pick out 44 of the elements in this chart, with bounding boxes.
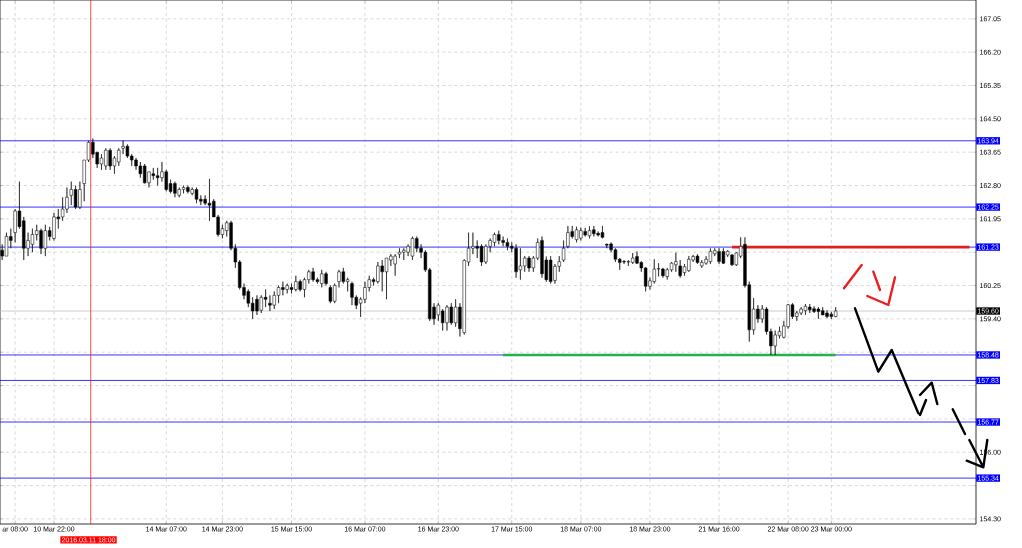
candlestick xyxy=(30,228,35,253)
candlestick xyxy=(410,236,415,261)
candlestick xyxy=(605,243,609,249)
candlestick xyxy=(717,247,721,265)
candlestick xyxy=(587,226,592,239)
candlestick xyxy=(186,185,190,194)
candlestick xyxy=(350,281,354,306)
candlestick xyxy=(384,257,389,300)
candlestick xyxy=(825,309,829,319)
candlestick xyxy=(43,224,48,257)
candlestick xyxy=(39,228,43,255)
candlestick xyxy=(721,247,726,265)
candlestick xyxy=(803,303,808,316)
candlestick xyxy=(527,255,531,273)
candlestick xyxy=(181,185,186,194)
candlestick xyxy=(816,306,821,320)
candlestick xyxy=(579,227,583,241)
candlestick xyxy=(479,244,484,267)
candlestick xyxy=(52,212,56,241)
candlestick xyxy=(600,225,605,239)
candlestick xyxy=(708,247,713,265)
candlestick xyxy=(505,238,510,251)
candlestick xyxy=(833,306,838,318)
candlestick xyxy=(540,236,544,278)
candlestick xyxy=(574,226,579,243)
candlestick xyxy=(548,255,553,284)
candlestick xyxy=(397,247,402,259)
candlestick xyxy=(255,295,259,316)
candlestick xyxy=(661,267,665,278)
candlestick xyxy=(4,232,9,257)
candlestick xyxy=(328,285,333,304)
candlestick xyxy=(514,244,518,278)
candlestick xyxy=(311,267,315,282)
candlestick xyxy=(393,253,397,277)
candlestick xyxy=(73,185,78,210)
candlestick xyxy=(695,253,700,265)
candlestick xyxy=(730,253,734,267)
candlestick xyxy=(518,247,523,280)
candlestick xyxy=(207,178,212,222)
candlestick xyxy=(108,147,112,171)
candlestick xyxy=(194,187,199,204)
candlestick xyxy=(324,271,328,286)
candlestick xyxy=(173,181,177,198)
candlestick xyxy=(445,304,449,331)
